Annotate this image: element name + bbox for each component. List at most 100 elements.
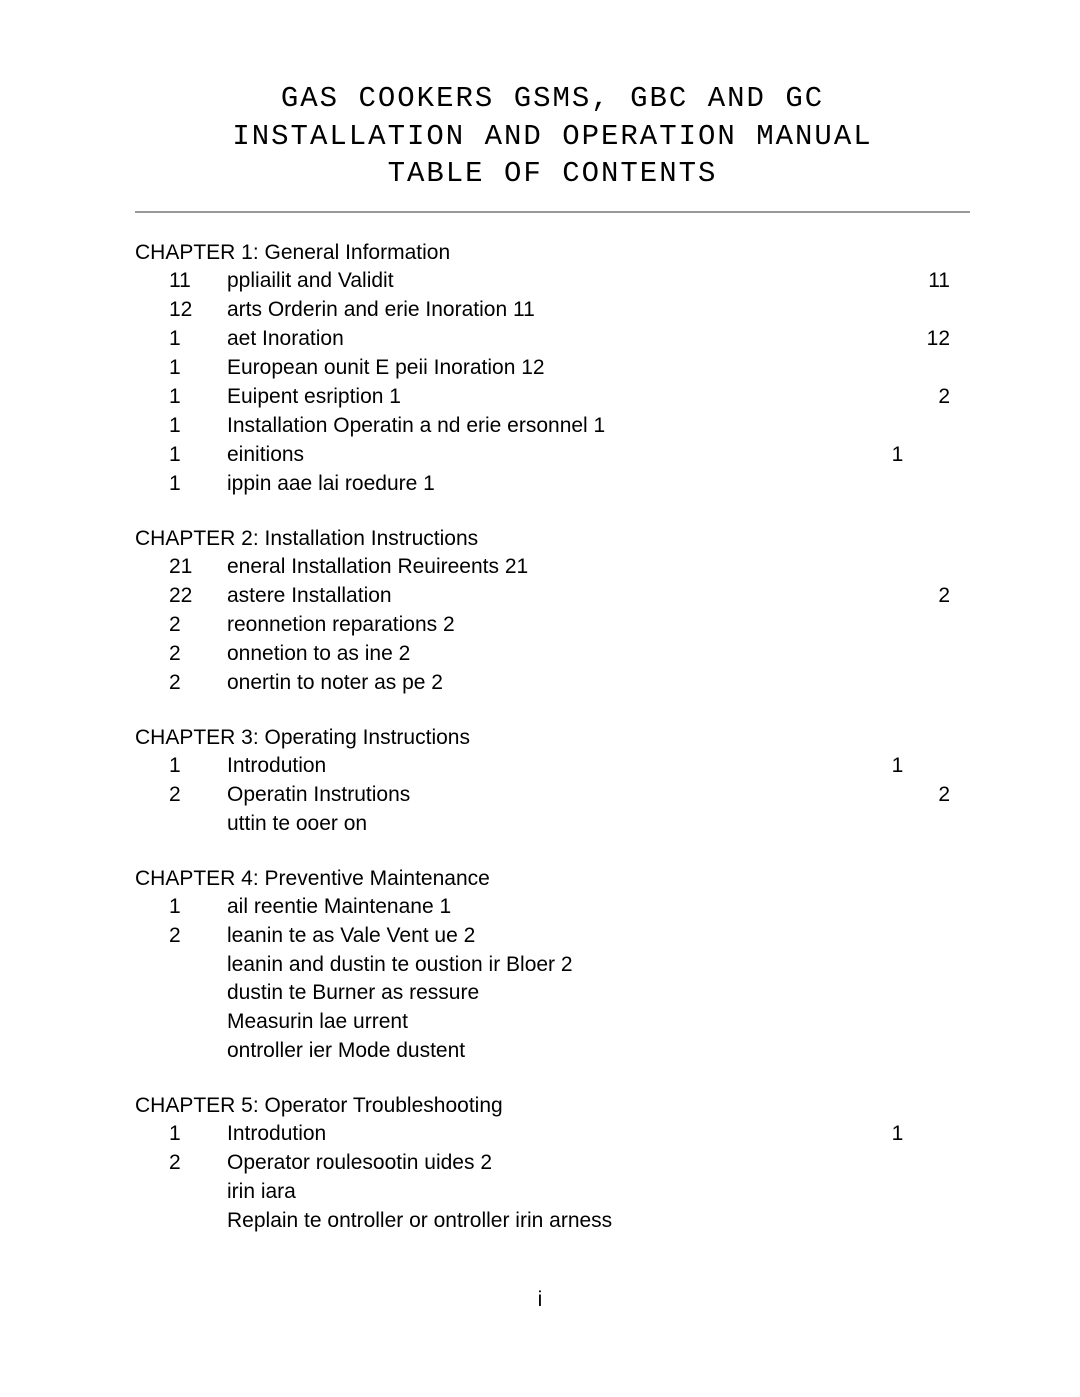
- toc-section-number: 1: [169, 1120, 227, 1149]
- toc-line: ontroller ier Mode dustent: [135, 1037, 970, 1066]
- toc-page-number: [890, 951, 970, 980]
- toc-section-number: [169, 1037, 227, 1066]
- toc-section-label: Operator roulesootin uides 2: [227, 1149, 890, 1178]
- toc-page-number: [890, 979, 970, 1008]
- toc-section-label: Installation Operatin a nd erie ersonnel…: [227, 412, 890, 441]
- toc-page-number: [890, 810, 970, 839]
- toc-section-label: ail reentie Maintenane 1: [227, 893, 890, 922]
- toc-page-number: [890, 669, 970, 698]
- chapter-heading: CHAPTER 1: General Information: [135, 241, 970, 265]
- toc-section-label: irin iara: [227, 1178, 890, 1207]
- toc-line: 2Operator roulesootin uides 2: [135, 1149, 970, 1178]
- toc-section-number: [169, 1178, 227, 1207]
- toc-section-number: 2: [169, 611, 227, 640]
- toc-page-number: [890, 470, 970, 499]
- toc-section-number: 1: [169, 441, 227, 470]
- chapter-block: CHAPTER 3: Operating Instructions1Introd…: [135, 726, 970, 839]
- toc-line: uttin te ooer on: [135, 810, 970, 839]
- chapter-block: CHAPTER 5: Operator Troubleshooting1Intr…: [135, 1094, 970, 1236]
- toc-line: 21eneral Installation Reuireents 21: [135, 553, 970, 582]
- chapter-heading: CHAPTER 4: Preventive Maintenance: [135, 867, 970, 891]
- toc-section-label: dustin te Burner as ressure: [227, 979, 890, 1008]
- toc-section-label: uttin te ooer on: [227, 810, 890, 839]
- toc-section-label: astere Installation: [227, 582, 890, 611]
- toc-page-number: [890, 611, 970, 640]
- toc-page-number: [890, 1149, 970, 1178]
- toc-section-label: onertin to noter as pe 2: [227, 669, 890, 698]
- toc-section-label: leanin te as Vale Vent ue 2: [227, 922, 890, 951]
- chapter-block: CHAPTER 1: General Information11ppliaili…: [135, 241, 970, 499]
- toc-page-number: [890, 296, 970, 325]
- title-rule: [135, 211, 970, 213]
- chapter-block: CHAPTER 4: Preventive Maintenance1ail re…: [135, 867, 970, 1067]
- toc-line: 1einitions1: [135, 441, 970, 470]
- toc-section-label: Measurin lae urrent: [227, 1008, 890, 1037]
- toc-page-number: [890, 553, 970, 582]
- toc-section-number: 2: [169, 669, 227, 698]
- toc-page-number: 1: [890, 1120, 970, 1149]
- toc-section-label: European ounit E peii Inoration 12: [227, 354, 890, 383]
- title-line-2: INSTALLATION AND OPERATION MANUAL: [135, 118, 970, 156]
- toc-line: Measurin lae urrent: [135, 1008, 970, 1037]
- toc-line: leanin and dustin te oustion ir Bloer 2: [135, 951, 970, 980]
- toc-line: 22astere Installation2: [135, 582, 970, 611]
- toc-line: 11ppliailit and Validit11: [135, 267, 970, 296]
- toc-page-number: [890, 354, 970, 383]
- toc-section-number: 21: [169, 553, 227, 582]
- toc-section-number: 1: [169, 383, 227, 412]
- toc-page-number: 2: [890, 781, 970, 810]
- toc-section-number: 2: [169, 640, 227, 669]
- toc-page-number: [890, 922, 970, 951]
- toc-page-number: [890, 640, 970, 669]
- toc-line: 2reonnetion reparations 2: [135, 611, 970, 640]
- chapter-heading: CHAPTER 3: Operating Instructions: [135, 726, 970, 750]
- toc-page-number: 12: [890, 325, 970, 354]
- toc-line: 1European ounit E peii Inoration 12: [135, 354, 970, 383]
- toc-page-number: 2: [890, 383, 970, 412]
- toc-section-number: 1: [169, 325, 227, 354]
- toc-page-number: 2: [890, 582, 970, 611]
- toc-section-number: [169, 979, 227, 1008]
- toc-section-label: Replain te ontroller or ontroller irin a…: [227, 1207, 890, 1236]
- toc-line: 1Euipent esription 12: [135, 383, 970, 412]
- toc-line: irin iara: [135, 1178, 970, 1207]
- toc-line: 1Introdution1: [135, 1120, 970, 1149]
- toc-section-number: 2: [169, 781, 227, 810]
- toc-section-number: 2: [169, 922, 227, 951]
- toc-section-label: onnetion to as ine 2: [227, 640, 890, 669]
- toc-section-label: arts Orderin and erie Inoration 11: [227, 296, 890, 325]
- title-block: GAS COOKERS GSMS, GBC AND GC INSTALLATIO…: [135, 80, 970, 193]
- toc-section-number: 1: [169, 752, 227, 781]
- toc-page-number: [890, 1037, 970, 1066]
- toc-line: 1ail reentie Maintenane 1: [135, 893, 970, 922]
- toc-page-number: [890, 893, 970, 922]
- document-page: GAS COOKERS GSMS, GBC AND GC INSTALLATIO…: [0, 0, 1080, 1397]
- toc-page-number: [890, 1008, 970, 1037]
- toc-line: dustin te Burner as ressure: [135, 979, 970, 1008]
- toc-line: 1aet Inoration12: [135, 325, 970, 354]
- toc-section-number: 22: [169, 582, 227, 611]
- toc-line: 2leanin te as Vale Vent ue 2: [135, 922, 970, 951]
- toc-line: 2onnetion to as ine 2: [135, 640, 970, 669]
- toc-section-label: Introdution: [227, 752, 890, 781]
- toc-section-number: [169, 1207, 227, 1236]
- toc-section-label: Operatin Instrutions: [227, 781, 890, 810]
- toc-section-label: einitions: [227, 441, 890, 470]
- toc-section-number: [169, 810, 227, 839]
- chapter-heading: CHAPTER 5: Operator Troubleshooting: [135, 1094, 970, 1118]
- toc-section-number: 12: [169, 296, 227, 325]
- toc-page-number: [890, 1178, 970, 1207]
- toc-section-number: 1: [169, 412, 227, 441]
- toc-section-label: Introdution: [227, 1120, 890, 1149]
- toc-section-label: ippin aae lai roedure 1: [227, 470, 890, 499]
- toc-line: 1Installation Operatin a nd erie ersonne…: [135, 412, 970, 441]
- toc-page-number: 1: [890, 441, 970, 470]
- toc-section-label: reonnetion reparations 2: [227, 611, 890, 640]
- title-line-1: GAS COOKERS GSMS, GBC AND GC: [135, 80, 970, 118]
- toc-line: 1ippin aae lai roedure 1: [135, 470, 970, 499]
- toc-section-label: leanin and dustin te oustion ir Bloer 2: [227, 951, 890, 980]
- toc-section-number: 11: [169, 267, 227, 296]
- toc-section-number: 1: [169, 893, 227, 922]
- toc-section-number: [169, 1008, 227, 1037]
- chapter-block: CHAPTER 2: Installation Instructions21en…: [135, 527, 970, 698]
